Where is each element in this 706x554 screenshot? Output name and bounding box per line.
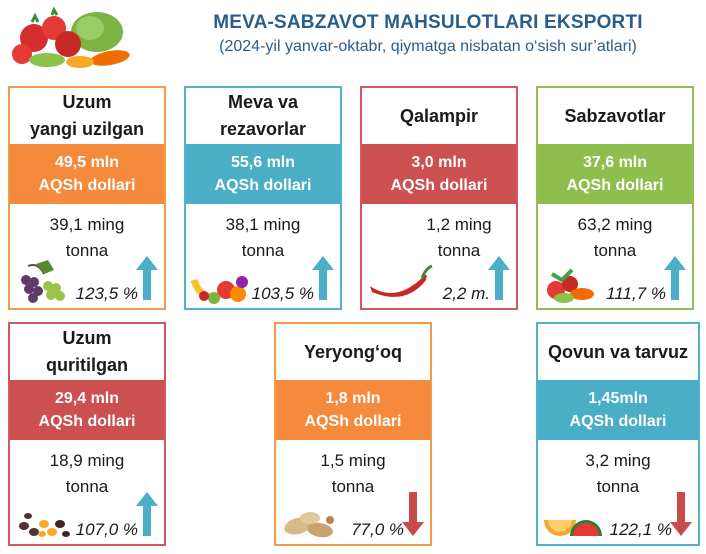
arrow-up-icon: [136, 256, 158, 300]
peanuts-icon: [280, 496, 342, 540]
growth-rate: 123,5 %: [75, 284, 138, 303]
card-fresh-grapes: Uzum yangi uzilgan 49,5 mln AQSh dollari …: [8, 86, 166, 310]
card-peanuts: Yeryong‘oq 1,8 mln AQSh dollari 1,5 ming…: [274, 322, 432, 546]
card-dried-grapes: Uzum quritilgan 29,4 mln AQSh dollari 18,…: [8, 322, 166, 546]
growth-rate: 111,7 %: [606, 284, 666, 303]
value-unit: AQSh dollari: [214, 177, 312, 194]
page-title: MEVA-SABZAVOT MAHSULOTLARI EKSPORTI: [213, 12, 643, 33]
growth-rate: 107,0 %: [75, 520, 138, 539]
growth-rate: 77,0 %: [351, 520, 404, 539]
vegetables-basket-icon: [2, 2, 137, 72]
value-amount: 29,4 mln: [54, 390, 120, 407]
value-amount: 37,6 mln: [582, 154, 648, 171]
card-pepper: Qalampir 3,0 mln AQSh dollari 1,2 ming to…: [360, 86, 518, 310]
quantity: 63,2 ming tonna: [577, 215, 653, 260]
card-melon-watermelon: Qovun va tarvuz 1,45mln AQSh dollari 3,2…: [536, 322, 700, 546]
quantity: 39,1 ming tonna: [49, 215, 125, 260]
arrow-up-icon: [312, 256, 334, 300]
growth-rate: 103,5 %: [251, 284, 314, 303]
arrow-up-icon: [136, 492, 158, 536]
value-unit: AQSh dollari: [390, 177, 488, 194]
quantity: 38,1 ming tonna: [225, 215, 301, 260]
value-amount: 3,0 mln: [411, 154, 467, 171]
card-title: Yeryong‘oq: [303, 341, 402, 362]
raisins-icon: [14, 496, 76, 540]
value-band: 55,6 mln AQSh dollari: [186, 144, 340, 204]
value-unit: AQSh dollari: [304, 413, 402, 430]
quantity: 3,2 ming tonna: [585, 451, 651, 496]
melon-icon: [542, 496, 604, 540]
card-title: Uzum yangi uzilgan: [29, 92, 144, 139]
card-fruits-berries: Meva va rezavorlar 55,6 mln AQSh dollari …: [184, 86, 342, 310]
card-title: Meva va rezavorlar: [219, 92, 307, 139]
card-title: Uzum quritilgan: [46, 328, 128, 375]
value-band: 3,0 mln AQSh dollari: [362, 144, 516, 204]
growth-rate: 2,2 m.: [442, 284, 490, 303]
value-band: 49,5 mln AQSh dollari: [10, 144, 164, 204]
value-band: 37,6 mln AQSh dollari: [538, 144, 692, 204]
arrow-down-icon: [670, 492, 692, 536]
value-amount: 1,45mln: [588, 390, 648, 407]
quantity: 18,9 ming tonna: [49, 451, 125, 496]
fruits-icon: [190, 260, 252, 304]
pepper-icon: [366, 260, 436, 304]
arrow-up-icon: [664, 256, 686, 300]
value-band: 29,4 mln AQSh dollari: [10, 380, 164, 440]
page-subtitle: (2024-yil yanvar-oktabr, qiymatga nisbat…: [219, 38, 637, 55]
value-unit: AQSh dollari: [38, 413, 136, 430]
card-title: Qalampir: [399, 105, 479, 126]
value-band: 1,45mln AQSh dollari: [538, 380, 698, 440]
grapes-icon: [14, 260, 76, 304]
value-unit: AQSh dollari: [569, 413, 667, 430]
growth-rate: 122,1 %: [609, 520, 672, 539]
value-amount: 55,6 mln: [230, 154, 296, 171]
value-band: 1,8 mln AQSh dollari: [276, 380, 430, 440]
card-title: Sabzavotlar: [564, 105, 666, 126]
value-unit: AQSh dollari: [566, 177, 664, 194]
value-unit: AQSh dollari: [38, 177, 136, 194]
quantity: 1,5 ming tonna: [320, 451, 386, 496]
card-title: Qovun va tarvuz: [547, 341, 689, 362]
quantity: 1,2 ming tonna: [426, 215, 492, 260]
vegetables-icon: [542, 260, 604, 304]
value-amount: 49,5 mln: [54, 154, 120, 171]
arrow-down-icon: [402, 492, 424, 536]
value-amount: 1,8 mln: [325, 390, 381, 407]
arrow-up-icon: [488, 256, 510, 300]
card-vegetables: Sabzavotlar 37,6 mln AQSh dollari 63,2 m…: [536, 86, 694, 310]
